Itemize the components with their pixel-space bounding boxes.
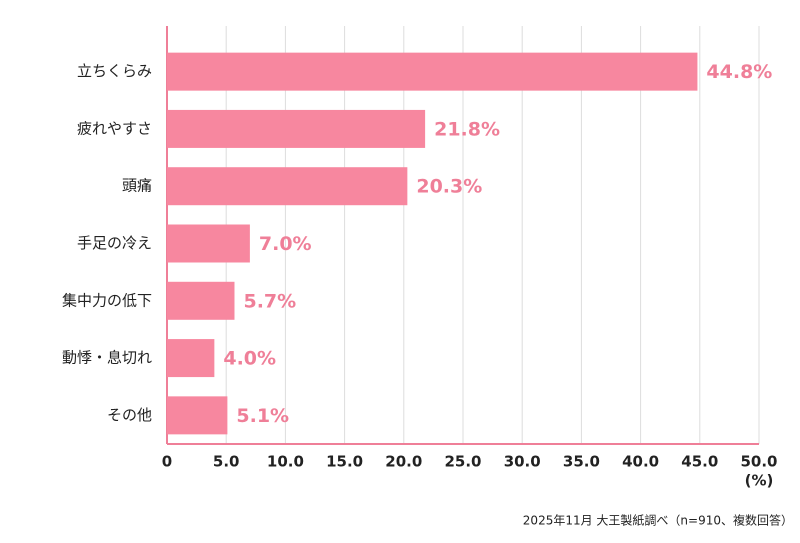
y-tick-label: 手足の冷え — [77, 234, 152, 252]
bar — [167, 339, 215, 378]
value-label: 5.7% — [243, 290, 296, 312]
bar — [167, 224, 250, 263]
y-tick-label: 動悸・息切れ — [62, 349, 152, 367]
x-tick-label: 5.0 — [213, 453, 240, 471]
bar — [167, 52, 698, 91]
y-tick-label: 集中力の低下 — [62, 291, 152, 309]
x-tick-label: 35.0 — [563, 453, 600, 471]
value-label: 7.0% — [259, 233, 312, 255]
x-tick-label: 50.0 — [740, 453, 777, 471]
value-label: 20.3% — [416, 176, 482, 198]
value-label: 4.0% — [223, 348, 276, 370]
y-tick-label: その他 — [107, 406, 152, 424]
x-tick-label: 45.0 — [681, 453, 718, 471]
x-tick-label: 40.0 — [622, 453, 659, 471]
value-label: 44.8% — [706, 61, 772, 83]
x-tick-label: 0 — [162, 453, 172, 471]
x-tick-label: 25.0 — [444, 453, 481, 471]
bar — [167, 281, 235, 320]
x-tick-label: 20.0 — [385, 453, 422, 471]
y-tick-label: 立ちくらみ — [77, 62, 152, 80]
x-axis-label: (%) — [745, 472, 774, 490]
y-tick-label: 疲れやすさ — [77, 119, 152, 137]
y-tick-label: 頭痛 — [122, 177, 152, 195]
x-tick-label: 10.0 — [267, 453, 304, 471]
value-label: 5.1% — [236, 405, 289, 427]
value-label: 21.8% — [434, 118, 500, 140]
bar — [167, 396, 228, 435]
source-note: 2025年11月 大王製紙調べ（n=910、複数回答） — [523, 513, 793, 528]
bar — [167, 167, 408, 206]
bar — [167, 109, 426, 148]
x-tick-label: 30.0 — [504, 453, 541, 471]
x-tick-label: 15.0 — [326, 453, 363, 471]
